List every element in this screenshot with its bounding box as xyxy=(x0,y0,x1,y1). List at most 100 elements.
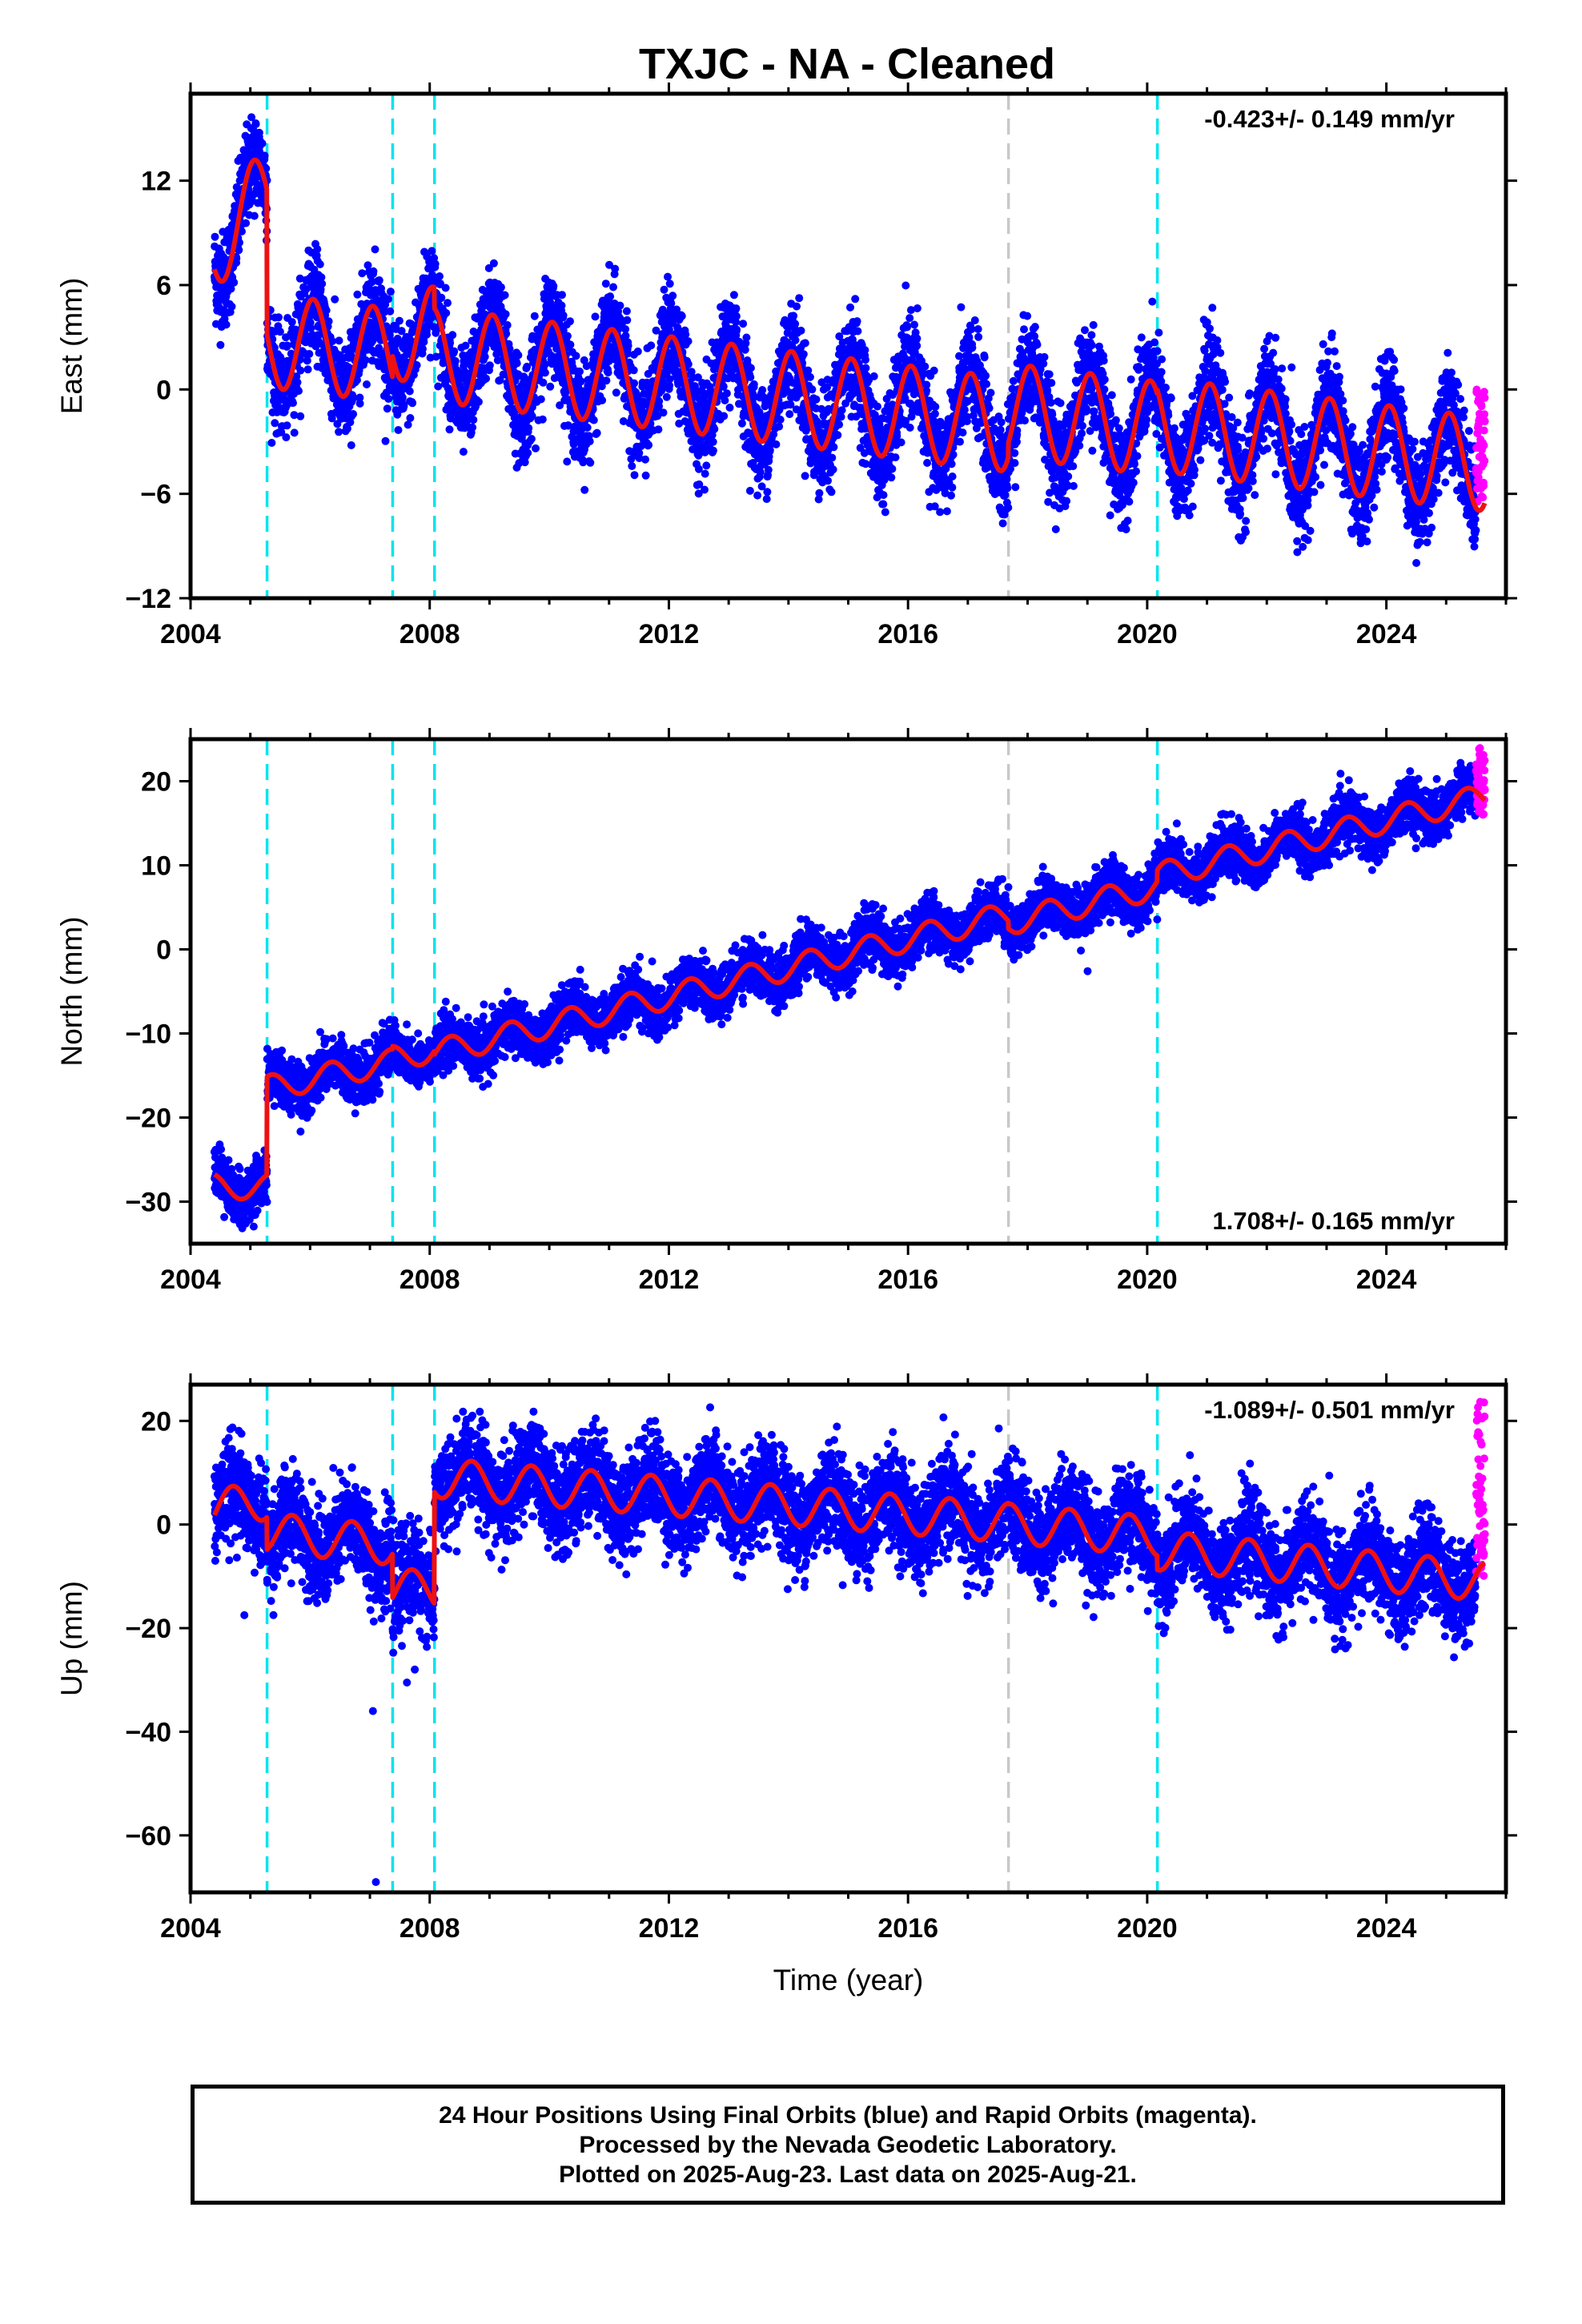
final-orbit-point xyxy=(1021,416,1029,425)
final-orbit-point xyxy=(997,418,1006,427)
final-orbit-point xyxy=(305,350,314,358)
final-orbit-point xyxy=(913,304,921,312)
final-orbit-point xyxy=(684,360,693,368)
final-orbit-point xyxy=(260,151,269,160)
final-orbit-point xyxy=(441,283,450,292)
final-orbit-point xyxy=(805,372,814,381)
final-orbit-point xyxy=(873,402,881,411)
final-orbit-point xyxy=(624,341,632,350)
final-orbit-point xyxy=(974,332,983,341)
final-orbit-point xyxy=(957,303,966,312)
final-orbit-point xyxy=(363,380,371,388)
final-orbit-point xyxy=(592,428,601,437)
final-orbit-point xyxy=(887,473,896,482)
final-orbit-point xyxy=(829,465,837,474)
final-orbit-point xyxy=(251,120,260,128)
final-orbit-point xyxy=(905,314,914,323)
final-orbit-point xyxy=(589,416,598,424)
final-orbit-point xyxy=(936,508,945,517)
final-orbit-point xyxy=(799,350,808,359)
final-orbit-point xyxy=(283,421,291,430)
final-orbit-point xyxy=(913,334,921,343)
final-orbit-point xyxy=(335,428,343,436)
final-orbit-point xyxy=(436,272,444,280)
final-orbit-point xyxy=(647,341,656,350)
final-orbit-point xyxy=(222,320,231,329)
final-orbit-point xyxy=(746,373,755,381)
final-orbit-point xyxy=(601,279,610,288)
final-orbit-point xyxy=(732,312,741,320)
final-orbit-point xyxy=(888,464,897,473)
final-orbit-point xyxy=(501,310,510,319)
final-orbit-point xyxy=(1009,376,1018,385)
final-orbit-point xyxy=(275,313,283,322)
final-orbit-point xyxy=(227,284,235,293)
final-orbit-point xyxy=(985,404,994,412)
final-orbit-point xyxy=(633,347,642,356)
final-orbit-point xyxy=(837,406,846,415)
final-orbit-point xyxy=(583,423,592,432)
final-orbit-point xyxy=(349,410,358,418)
final-orbit-points xyxy=(210,113,1480,567)
final-orbit-point xyxy=(604,368,612,377)
final-orbit-point xyxy=(347,441,355,449)
final-orbit-point xyxy=(758,386,767,394)
final-orbit-point xyxy=(271,419,279,428)
final-orbit-point xyxy=(1013,437,1021,446)
final-orbit-point xyxy=(524,424,533,432)
final-orbit-point xyxy=(930,409,939,418)
final-orbit-point xyxy=(684,337,693,346)
final-orbit-point xyxy=(371,245,379,254)
final-orbit-point xyxy=(434,382,443,391)
final-orbit-point xyxy=(468,423,477,432)
final-orbit-point xyxy=(922,380,931,389)
final-orbit-point xyxy=(586,458,595,467)
final-orbit-point xyxy=(386,287,395,296)
final-orbit-point xyxy=(566,317,574,326)
final-orbit-point xyxy=(558,291,566,300)
final-orbit-point xyxy=(930,366,938,375)
final-orbit-point xyxy=(719,382,728,391)
final-orbit-point xyxy=(1011,483,1020,492)
final-orbit-point xyxy=(270,344,279,352)
final-orbit-point xyxy=(324,317,333,326)
final-orbit-point xyxy=(527,435,536,443)
final-orbit-point xyxy=(549,282,558,291)
final-orbit-point xyxy=(801,472,809,480)
final-orbit-point xyxy=(815,489,824,497)
final-orbit-point xyxy=(958,428,967,437)
final-orbit-point xyxy=(442,308,451,317)
final-orbit-point xyxy=(775,422,784,431)
final-orbit-point xyxy=(431,259,440,268)
final-orbit-point xyxy=(524,448,532,457)
final-orbit-point xyxy=(808,385,817,394)
final-orbit-point xyxy=(879,491,888,500)
final-orbit-point xyxy=(828,453,837,462)
final-orbit-point xyxy=(282,433,291,442)
final-orbit-point xyxy=(283,341,291,350)
final-orbit-point xyxy=(277,428,286,436)
final-orbit-point xyxy=(353,290,362,299)
final-orbit-point xyxy=(641,471,650,480)
final-orbit-point xyxy=(660,285,669,294)
final-orbit-point xyxy=(970,316,979,324)
final-orbit-point xyxy=(833,431,842,440)
final-orbit-point xyxy=(275,328,284,336)
final-orbit-point xyxy=(921,362,930,371)
final-orbit-point xyxy=(903,323,911,332)
final-orbit-point xyxy=(576,367,584,376)
final-orbit-point xyxy=(931,402,940,411)
final-orbit-point xyxy=(405,387,414,396)
final-orbit-point xyxy=(791,336,800,344)
final-orbit-point xyxy=(295,387,303,396)
final-orbit-point xyxy=(721,396,729,404)
final-orbit-point xyxy=(1010,459,1019,468)
final-orbit-point xyxy=(963,417,971,425)
final-orbit-point xyxy=(355,399,364,408)
final-orbit-point xyxy=(444,299,452,308)
final-orbit-point xyxy=(681,330,690,339)
final-orbit-point xyxy=(500,291,509,300)
final-orbit-point xyxy=(623,316,632,324)
